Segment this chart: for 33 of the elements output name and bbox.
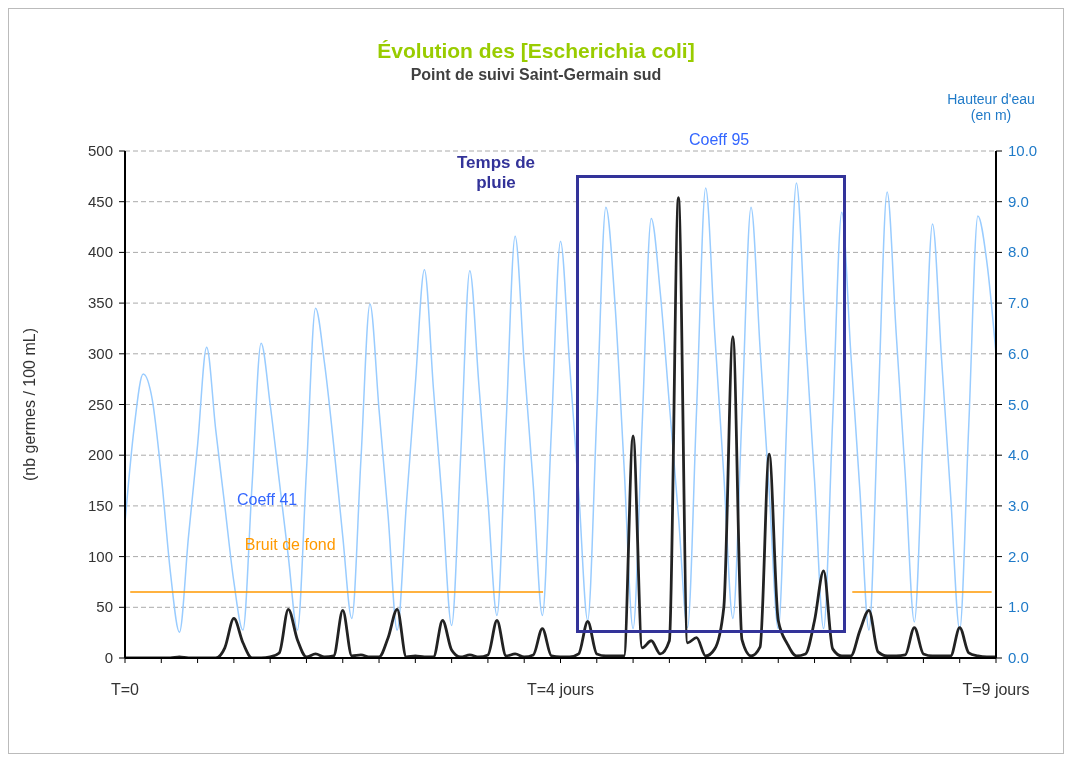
y-axis-title: (nb germes / 100 mL)	[20, 328, 38, 481]
annotation: Coeff 41	[237, 491, 298, 509]
y-tick-label: 500	[87, 142, 113, 159]
x-tick-label: T=0	[110, 681, 140, 698]
y2-tick-label: 10.0	[1008, 142, 1038, 159]
y2-tick-label: 1.0	[1008, 598, 1029, 616]
chart-title: Évolution des [Escherichia coli]	[376, 39, 696, 63]
y-tick-label: 0	[104, 649, 113, 666]
y2-tick-label: 7.0	[1008, 294, 1029, 312]
y-tick-label: 300	[87, 344, 113, 362]
y2-tick-label: 6.0	[1008, 344, 1029, 362]
y2-tick-label: 0.0	[1008, 649, 1029, 666]
y-tick-label: 200	[87, 446, 113, 464]
y2-tick-label: 9.0	[1008, 192, 1029, 210]
annotation: Temps de pluie	[455, 153, 537, 193]
y-tick-label: 250	[87, 395, 113, 413]
y2-tick-label: 2.0	[1008, 547, 1029, 565]
y2-tick-label: 3.0	[1008, 496, 1029, 514]
y-tick-label: 400	[87, 243, 113, 261]
x-tick-label: T=4 jours	[526, 681, 595, 698]
y-tick-label: 100	[87, 547, 113, 565]
y-tick-label: 150	[87, 496, 113, 514]
ref-line-label: Bruit de fond	[244, 536, 336, 554]
chart-subtitle: Point de suivi Saint-Germain sud	[409, 66, 663, 84]
text: Coeff 95	[689, 131, 750, 149]
y-tick-label: 450	[87, 192, 113, 210]
y2-axis-title: Hauteur d'eau (en m)	[946, 91, 1036, 123]
y2-tick-label: 4.0	[1008, 446, 1029, 464]
y-tick-label: 50	[96, 598, 113, 616]
y2-tick-label: 5.0	[1008, 395, 1029, 413]
x-tick-label: T=9 jours	[962, 681, 1030, 698]
y-tick-label: 350	[87, 294, 113, 312]
y2-tick-label: 8.0	[1008, 243, 1029, 261]
